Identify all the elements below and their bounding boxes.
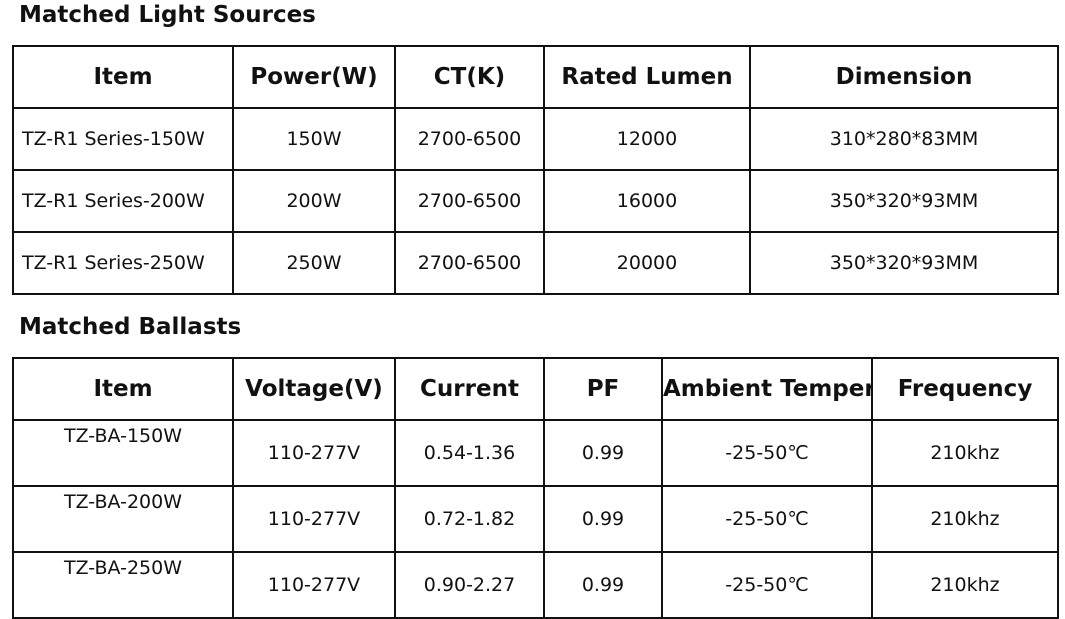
table-row: TZ-R1 Series-150W 150W 2700-6500 12000 3… [12,107,1059,171]
cell-item: TZ-BA-200W [12,485,234,553]
cell-pf: 0.99 [543,419,663,487]
cell-item: TZ-R1 Series-200W [12,169,234,233]
table-row: TZ-BA-200W 110-277V 0.72-1.82 0.99 -25-5… [12,485,1059,553]
table-header-row: Item Voltage(V) Current PF Ambient Tempe… [12,357,1059,421]
column-header-frequency: Frequency [871,357,1059,421]
table-row: TZ-BA-250W 110-277V 0.90-2.27 0.99 -25-5… [12,551,1059,619]
cell-dimension: 310*280*83MM [749,107,1059,171]
cell-voltage: 110-277V [232,485,396,553]
cell-frequency: 210khz [871,419,1059,487]
cell-power: 250W [232,231,396,295]
cell-frequency: 210khz [871,485,1059,553]
table-row: TZ-R1 Series-250W 250W 2700-6500 20000 3… [12,231,1059,295]
cell-item: TZ-BA-250W [12,551,234,619]
column-header-power: Power(W) [232,45,396,109]
cell-dimension: 350*320*93MM [749,231,1059,295]
cell-ct: 2700-6500 [394,231,545,295]
ballasts-table: Item Voltage(V) Current PF Ambient Tempe… [12,357,1059,619]
light-sources-title: Matched Light Sources [19,2,316,28]
table-row: TZ-R1 Series-200W 200W 2700-6500 16000 3… [12,169,1059,233]
cell-ct: 2700-6500 [394,107,545,171]
ballasts-title: Matched Ballasts [19,314,242,340]
cell-ambient-temperature: -25-50℃ [661,551,873,619]
cell-power: 200W [232,169,396,233]
column-header-current: Current [394,357,545,421]
cell-item: TZ-R1 Series-250W [12,231,234,295]
column-header-item: Item [12,357,234,421]
column-header-voltage: Voltage(V) [232,357,396,421]
cell-voltage: 110-277V [232,551,396,619]
cell-dimension: 350*320*93MM [749,169,1059,233]
cell-voltage: 110-277V [232,419,396,487]
cell-item: TZ-R1 Series-150W [12,107,234,171]
column-header-pf: PF [543,357,663,421]
cell-power: 150W [232,107,396,171]
cell-current: 0.90-2.27 [394,551,545,619]
column-header-item: Item [12,45,234,109]
cell-rated-lumen: 20000 [543,231,751,295]
column-header-dimension: Dimension [749,45,1059,109]
column-header-ct: CT(K) [394,45,545,109]
cell-item: TZ-BA-150W [12,419,234,487]
cell-ambient-temperature: -25-50℃ [661,485,873,553]
cell-current: 0.54-1.36 [394,419,545,487]
table-row: TZ-BA-150W 110-277V 0.54-1.36 0.99 -25-5… [12,419,1059,487]
cell-ct: 2700-6500 [394,169,545,233]
light-sources-table: Item Power(W) CT(K) Rated Lumen Dimensio… [12,45,1059,295]
cell-rated-lumen: 16000 [543,169,751,233]
table-header-row: Item Power(W) CT(K) Rated Lumen Dimensio… [12,45,1059,109]
cell-frequency: 210khz [871,551,1059,619]
column-header-ambient-temperature: Ambient Temperature [661,357,873,421]
cell-current: 0.72-1.82 [394,485,545,553]
cell-ambient-temperature: -25-50℃ [661,419,873,487]
column-header-rated-lumen: Rated Lumen [543,45,751,109]
cell-rated-lumen: 12000 [543,107,751,171]
cell-pf: 0.99 [543,485,663,553]
cell-pf: 0.99 [543,551,663,619]
